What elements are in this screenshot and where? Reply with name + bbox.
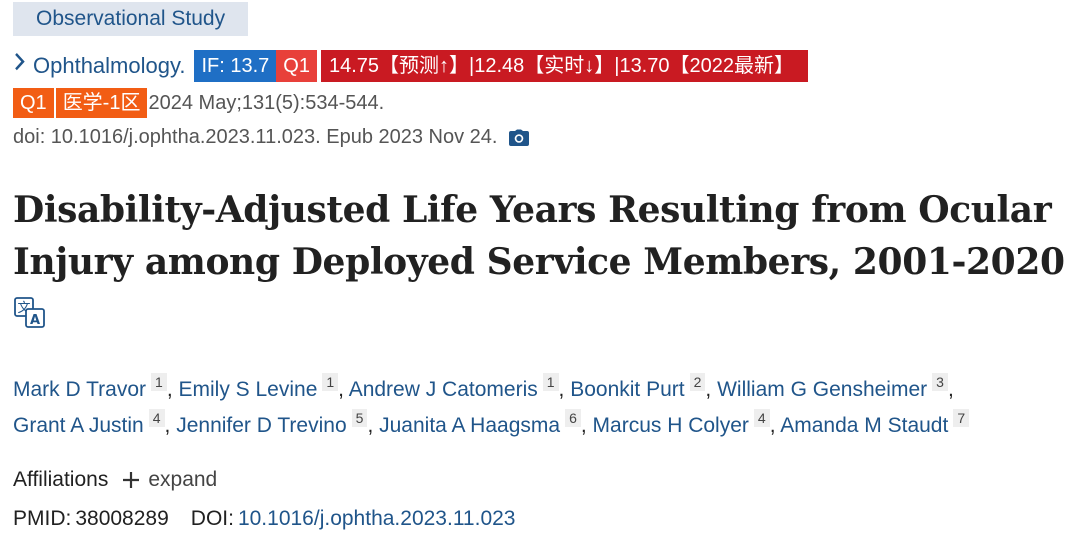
affiliations-label: Affiliations	[13, 468, 109, 491]
author-link[interactable]: William G Gensheimer	[717, 378, 928, 401]
citation-text: 2024 May;131(5):534-544.	[148, 91, 385, 114]
author-item: William G Gensheimer 3	[717, 373, 948, 401]
pmid-label: PMID:	[13, 507, 72, 530]
affiliation-ref[interactable]: 1	[151, 373, 167, 391]
author-link[interactable]: Boonkit Purt	[570, 378, 685, 401]
doi-epub-text: doi: 10.1016/j.ophtha.2023.11.023. Epub …	[13, 125, 498, 148]
publication-type-tag[interactable]: Observational Study	[13, 2, 249, 36]
affiliation-ref[interactable]: 1	[542, 373, 559, 391]
pmid-value: 38008289	[75, 507, 169, 530]
author-link[interactable]: Jennifer D Trevino	[176, 414, 347, 437]
chevron-right-icon[interactable]	[13, 48, 33, 83]
affiliation-ref[interactable]: 5	[351, 409, 368, 427]
author-item: Amanda M Staudt 7	[780, 409, 970, 437]
expand-affiliations-button[interactable]: expand	[122, 467, 217, 493]
affiliations-row: Affiliations expand	[13, 466, 217, 494]
doi-link[interactable]: 10.1016/j.ophtha.2023.11.023	[237, 507, 516, 530]
author-item: Emily S Levine 1	[178, 373, 339, 401]
affiliation-ref[interactable]: 4	[148, 409, 165, 427]
journal-link[interactable]: Ophthalmology.	[33, 53, 186, 78]
author-item: Marcus H Colyer 4	[592, 409, 770, 437]
affiliation-ref[interactable]: 6	[565, 409, 581, 427]
journal-row: Ophthalmology. IF: 13.7 Q1 14.75【预测↑】|12…	[13, 50, 808, 82]
affiliation-ref[interactable]: 1	[322, 373, 339, 391]
affiliation-ref[interactable]: 2	[689, 373, 706, 391]
author-item: Mark D Travor 1	[13, 373, 167, 401]
impact-factor-badge: IF: 13.7	[194, 50, 277, 82]
article-title: Disability-Adjusted Life Years Resulting…	[13, 184, 1079, 288]
article-title-line-2: Injury among Deployed Service Members, 2…	[13, 241, 1065, 283]
author-link[interactable]: Juanita A Haagsma	[379, 414, 561, 437]
affiliation-ref[interactable]: 3	[932, 373, 948, 391]
author-link[interactable]: Marcus H Colyer	[592, 414, 749, 437]
cas-zone-badge: 医学-1区	[55, 87, 148, 118]
article-title-line-1: Disability-Adjusted Life Years Resulting…	[13, 189, 1052, 231]
author-item: Boonkit Purt 2	[570, 373, 706, 401]
author-item: Juanita A Haagsma 6	[379, 409, 581, 437]
citation-row: Q1 医学-1区 2024 May;131(5):534-544.	[13, 87, 384, 118]
affiliation-ref[interactable]: 7	[953, 409, 970, 427]
author-link[interactable]: Grant A Justin	[13, 414, 144, 437]
affiliation-ref[interactable]: 4	[753, 409, 770, 427]
impact-prediction-badge: 14.75【预测↑】|12.48【实时↓】|13.70【2022最新】	[320, 50, 808, 82]
author-link[interactable]: Mark D Travor	[13, 378, 147, 401]
translate-icon[interactable]: 文 A	[14, 297, 46, 329]
author-item: Andrew J Catomeris 1	[348, 373, 559, 401]
doi-label: DOI:	[190, 507, 234, 530]
svg-text:A: A	[30, 313, 40, 328]
camera-icon[interactable]	[509, 129, 530, 146]
jcr-quartile-badge: Q1	[276, 50, 317, 82]
publication-type-row: Observational Study	[13, 2, 249, 36]
doi-epub-row: doi: 10.1016/j.ophtha.2023.11.023. Epub …	[13, 122, 530, 152]
author-item: Jennifer D Trevino 5	[176, 409, 368, 437]
author-link[interactable]: Emily S Levine	[178, 378, 318, 401]
cas-quartile-badge: Q1	[13, 87, 54, 118]
identifiers-row: PMID: 38008289 DOI: 10.1016/j.ophtha.202…	[13, 505, 516, 533]
expand-label: expand	[148, 468, 218, 491]
plus-icon	[122, 467, 140, 493]
author-link[interactable]: Andrew J Catomeris	[348, 378, 538, 401]
author-item: Grant A Justin 4	[13, 409, 165, 437]
author-link[interactable]: Amanda M Staudt	[780, 414, 949, 437]
author-list: Mark D Travor 1, Emily S Levine 1, Andrew …	[13, 372, 1079, 444]
